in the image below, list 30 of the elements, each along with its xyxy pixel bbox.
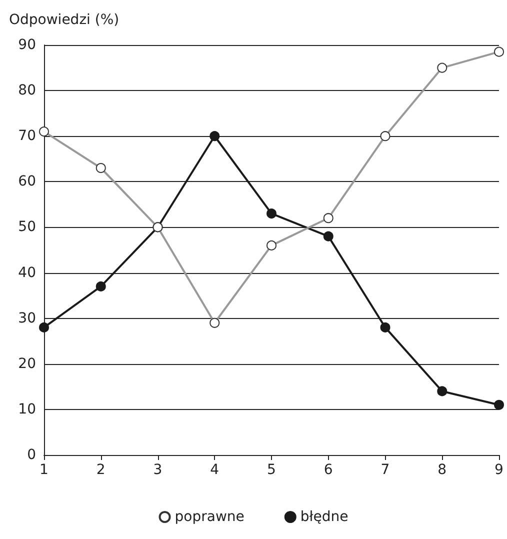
y-tick-label: 10 (18, 401, 36, 418)
legend-label: poprawne (174, 509, 244, 525)
point (266, 208, 276, 219)
x-tick-label: 8 (438, 462, 447, 478)
x-tick-label: 7 (380, 462, 390, 478)
y-axis-title: Odpowiedzi (%) (9, 12, 120, 28)
point (39, 322, 49, 332)
y-tick-label: 30 (18, 310, 36, 326)
x-tick-label: 4 (210, 462, 220, 478)
x-tick-label: 2 (96, 462, 106, 478)
point (437, 386, 448, 396)
y-tick-label: 40 (18, 264, 36, 281)
legend-label: błędne (300, 509, 348, 525)
x-tick-label: 5 (267, 462, 276, 478)
y-tick-label: 70 (18, 128, 36, 144)
point (380, 322, 390, 332)
point (323, 231, 334, 242)
x-tick-label: 1 (40, 462, 48, 478)
y-tick-label: 90 (18, 37, 36, 53)
point (494, 400, 504, 410)
x-tick-label: 9 (494, 462, 504, 478)
x-tick-label: 3 (153, 462, 162, 478)
x-tick-label: 6 (324, 462, 333, 478)
y-tick-label: 50 (18, 219, 36, 236)
y-tick-label: 60 (18, 174, 36, 190)
y-tick-label: 20 (18, 356, 36, 372)
point (210, 131, 220, 142)
point (96, 281, 106, 292)
y-tick-label: 0 (27, 447, 36, 463)
y-tick-label: 80 (18, 82, 36, 99)
